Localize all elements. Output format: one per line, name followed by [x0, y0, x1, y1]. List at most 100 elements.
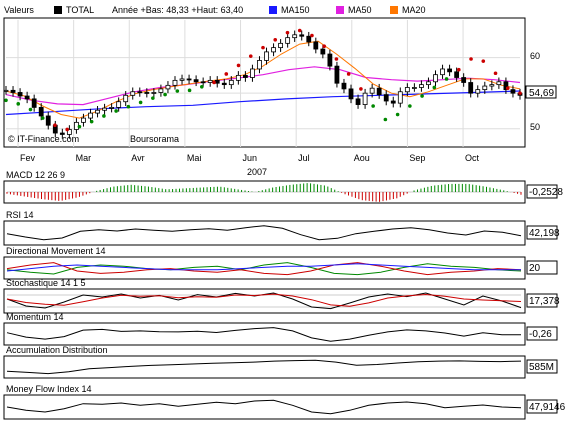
- candle-body: [320, 48, 326, 55]
- sar-dot: [28, 107, 33, 112]
- panel-value-momentum: -0,26: [529, 329, 552, 340]
- candle-body: [165, 84, 171, 90]
- candle-body: [45, 115, 51, 126]
- candle-body: [426, 81, 431, 86]
- sar-dot: [151, 96, 155, 100]
- candle-body: [306, 35, 312, 43]
- panel-value-rsi: 42,198: [529, 228, 560, 239]
- candle-body: [264, 51, 269, 61]
- candle-body: [468, 82, 474, 94]
- panel-title-macd: MACD 12 26 9: [6, 170, 65, 180]
- panel-macd: MACD 12 26 9 -0,2528: [3, 170, 563, 204]
- sar-dot: [102, 114, 106, 118]
- candle-body: [285, 37, 291, 44]
- ma50-swatch: [336, 6, 344, 14]
- sar-dot: [481, 59, 486, 63]
- candle-body: [390, 100, 396, 104]
- sar-dot: [65, 127, 69, 132]
- sar-dot: [248, 54, 253, 58]
- candle-body: [214, 79, 220, 84]
- indicator-line-rsi: [6, 225, 522, 241]
- sar-dot: [310, 33, 314, 38]
- sar-dot: [297, 28, 302, 33]
- candle-body: [503, 81, 509, 91]
- panel-frame-dm: [3, 256, 526, 280]
- candle-body: [66, 129, 72, 135]
- panel-value-mfi: 47,9146: [529, 402, 566, 413]
- ma50-legend: MA50: [348, 5, 372, 15]
- adx-line: [6, 263, 521, 272]
- year-label: 2007: [247, 167, 267, 177]
- candle-body: [123, 94, 129, 103]
- sar-dot: [224, 72, 229, 76]
- credit-right: Boursorama: [130, 134, 179, 144]
- candle-body: [411, 87, 417, 89]
- candle-body: [348, 88, 354, 100]
- panel-value-box-mfi: [526, 399, 558, 414]
- candle-body: [327, 53, 333, 67]
- range-text: Année +Bas: 48,33 +Haut: 63,40: [112, 5, 243, 15]
- panel-rsi: RSI 14 42,198: [3, 210, 560, 246]
- ticker-label: TOTAL: [66, 5, 94, 15]
- panel-value-box-stoch: [526, 293, 558, 308]
- sar-dot: [175, 89, 180, 93]
- candle-body: [334, 65, 340, 84]
- values-label: Valeurs: [4, 5, 34, 15]
- candle-body: [59, 132, 65, 135]
- sar-dot: [126, 104, 131, 109]
- panel-value-stoch: 17,378: [529, 296, 560, 307]
- panel-momentum: Momentum 14 -0,26: [3, 312, 558, 346]
- candle-body: [404, 87, 410, 93]
- candle-body: [362, 92, 368, 105]
- month-label: Jul: [298, 153, 310, 163]
- ma20-legend: MA20: [402, 5, 426, 15]
- candle-body: [313, 41, 319, 50]
- candle-body: [440, 68, 445, 76]
- sar-dot: [138, 100, 143, 105]
- candle-body: [200, 81, 206, 84]
- candle-body: [193, 79, 199, 83]
- panel-frame-ad: [3, 355, 526, 379]
- sar-dot: [346, 72, 351, 76]
- month-labels: Fev Mar Avr Mai Jun Jul Aou Sep Oct: [20, 153, 480, 163]
- panel-value-ad: 585M: [529, 362, 554, 373]
- candle-body: [292, 34, 298, 39]
- candle-body: [242, 74, 248, 78]
- ma20-swatch: [390, 6, 398, 14]
- sar-dot: [469, 57, 473, 61]
- sar-dot: [359, 87, 363, 91]
- panel-dm: Directional Movement 14 20: [3, 246, 558, 280]
- candle-body: [172, 79, 178, 86]
- dm-minus-line: [6, 262, 522, 276]
- indicator-line-momentum: [6, 327, 522, 342]
- sar-dot: [236, 63, 241, 68]
- panel-value-box-rsi: [526, 225, 558, 240]
- panel-frame-mfi: [3, 394, 526, 420]
- month-label: Sep: [409, 153, 425, 163]
- sar-dot: [444, 77, 449, 81]
- candle-body: [461, 77, 467, 83]
- ma150-line: [5, 90, 521, 116]
- sar-dot: [383, 117, 388, 122]
- panel-title-dm: Directional Movement 14: [6, 246, 106, 256]
- candle-body: [81, 117, 86, 123]
- panel-mfi: Money Flow Index 14 47,9146: [3, 384, 566, 420]
- candle-body: [510, 89, 516, 94]
- sar-dot: [89, 119, 94, 124]
- candle-body: [186, 78, 192, 81]
- candle-body: [383, 94, 389, 102]
- panel-value-box-ad: [526, 359, 558, 374]
- sar-dot: [163, 92, 167, 97]
- panel-value-box-dm: [526, 260, 558, 275]
- candle-body: [31, 98, 37, 108]
- panel-value-dm: 20: [529, 263, 541, 274]
- candle-body: [38, 107, 44, 117]
- panel-frame-momentum: [3, 322, 526, 346]
- month-label: Mai: [187, 153, 202, 163]
- candle-body: [299, 34, 305, 37]
- sar-dot: [40, 116, 45, 120]
- panel-title-stoch: Stochastique 14 1 5: [6, 278, 86, 288]
- candle-body: [489, 84, 495, 87]
